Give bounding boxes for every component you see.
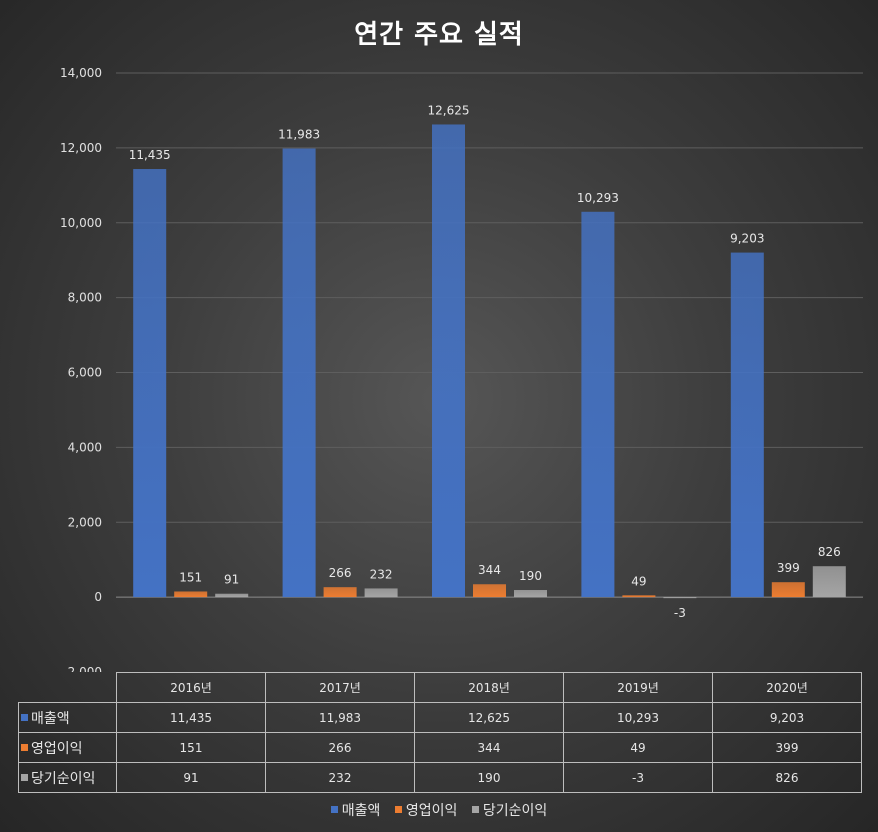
y-tick-label: 12,000 — [60, 141, 102, 155]
table-cell: 399 — [712, 732, 862, 763]
legend-swatch-net-income — [471, 806, 479, 813]
data-label: 11,983 — [278, 128, 320, 142]
y-tick-label: -2,000 — [63, 665, 102, 672]
bar-net-income — [812, 566, 846, 598]
category-header: 2020년 — [712, 672, 862, 703]
legend-label: 영업이익 — [405, 803, 458, 819]
data-label: 151 — [179, 570, 202, 584]
data-label: 11,435 — [129, 148, 171, 162]
table-cell: 10,293 — [563, 702, 713, 733]
legend-item-net-income: 당기순이익 — [471, 800, 548, 820]
category-header: 2016년 — [116, 672, 266, 703]
category-header: 2018년 — [414, 672, 564, 703]
legend-label: 매출액 — [341, 803, 381, 819]
legend-key-revenue — [21, 713, 28, 721]
table-cell: 11,435 — [116, 702, 266, 733]
data-table-header-row: 2016년 2017년 2018년 2019년 2020년 — [19, 672, 862, 703]
table-cell: 49 — [563, 732, 713, 763]
bar-operating-profit — [473, 584, 506, 598]
bar-net-income — [663, 597, 697, 599]
chart-legend: 매출액 영업이익 당기순이익 — [0, 800, 878, 820]
legend-swatch-operating-profit — [394, 806, 402, 813]
y-tick-label: 10,000 — [60, 216, 102, 230]
y-axis-tick-labels: -2,000 0 2,000 4,000 6,000 8,000 10,000 12,000 1… — [60, 66, 102, 672]
bar-revenue — [581, 211, 615, 598]
bar-net-income — [514, 590, 547, 598]
table-cell: 190 — [414, 762, 564, 793]
legend-key-net-income — [21, 773, 28, 781]
data-table-row-operating-profit: 영업이익 151 266 344 49 399 — [18, 732, 862, 763]
bar-operating-profit — [622, 595, 656, 598]
data-table-row-revenue: 매출액 11,435 11,983 12,625 10,293 9,203 — [18, 702, 862, 733]
table-cell: 91 — [116, 762, 266, 793]
data-label: 826 — [818, 545, 841, 559]
legend-item-operating-profit: 영업이익 — [394, 800, 458, 820]
legend-swatch-revenue — [330, 806, 338, 813]
table-cell: -3 — [563, 762, 713, 793]
row-header: 영업이익 — [18, 732, 117, 763]
table-cell: 9,203 — [712, 702, 862, 733]
bar-operating-profit — [174, 591, 208, 598]
data-label: 12,625 — [428, 103, 470, 117]
data-label: 399 — [777, 561, 800, 575]
table-cell: 151 — [116, 732, 266, 763]
data-label: 9,203 — [730, 232, 764, 246]
legend-key-operating-profit — [21, 743, 28, 751]
y-tick-label: 8,000 — [68, 291, 102, 305]
data-label: 232 — [370, 567, 393, 581]
chart-title: 연간 주요 실적 — [354, 20, 524, 50]
y-tick-label: 6,000 — [68, 366, 102, 380]
row-header: 매출액 — [18, 702, 117, 733]
data-table: 2016년 2017년 2018년 2019년 2020년 매출액 11,435… — [18, 672, 862, 793]
bar-revenue — [282, 148, 316, 598]
row-header-label: 영업이익 — [31, 740, 83, 757]
legend-label: 당기순이익 — [482, 803, 548, 819]
bar-revenue — [730, 252, 764, 598]
bar-revenue — [133, 169, 167, 598]
row-header: 당기순이익 — [18, 762, 117, 793]
chart-plot-area: -2,000 0 2,000 4,000 6,000 8,000 10,000 12,000 1… — [60, 66, 863, 672]
data-label: 91 — [224, 573, 239, 587]
table-cell: 232 — [265, 762, 415, 793]
category-header: 2019년 — [563, 672, 713, 703]
bar-operating-profit — [771, 582, 805, 598]
data-label: 266 — [329, 566, 352, 580]
row-header-label: 매출액 — [31, 710, 70, 727]
y-tick-label: 14,000 — [60, 66, 102, 80]
category-header: 2017년 — [265, 672, 415, 703]
data-table-corner — [19, 673, 117, 703]
data-label: 190 — [519, 569, 542, 583]
data-label: -3 — [674, 606, 686, 620]
data-table-row-net-income: 당기순이익 91 232 190 -3 826 — [18, 762, 862, 793]
data-label: 10,293 — [577, 191, 619, 205]
table-cell: 826 — [712, 762, 862, 793]
row-header-label: 당기순이익 — [31, 770, 96, 787]
bar-revenue — [432, 124, 465, 598]
bar-operating-profit — [323, 587, 357, 598]
table-cell: 266 — [265, 732, 415, 763]
bar-net-income — [364, 588, 398, 598]
data-label: 49 — [631, 574, 646, 588]
y-tick-label: 0 — [94, 590, 102, 604]
table-cell: 11,983 — [265, 702, 415, 733]
y-tick-label: 4,000 — [68, 440, 102, 454]
table-cell: 344 — [414, 732, 564, 763]
data-labels: 11,435 11,983 12,625 10,293 9,203 151 266 344 49… — [129, 103, 841, 620]
bars — [133, 124, 846, 599]
table-cell: 12,625 — [414, 702, 564, 733]
data-label: 344 — [478, 563, 501, 577]
bar-net-income — [215, 593, 249, 598]
legend-item-revenue: 매출액 — [330, 800, 381, 820]
y-tick-label: 2,000 — [68, 515, 102, 529]
